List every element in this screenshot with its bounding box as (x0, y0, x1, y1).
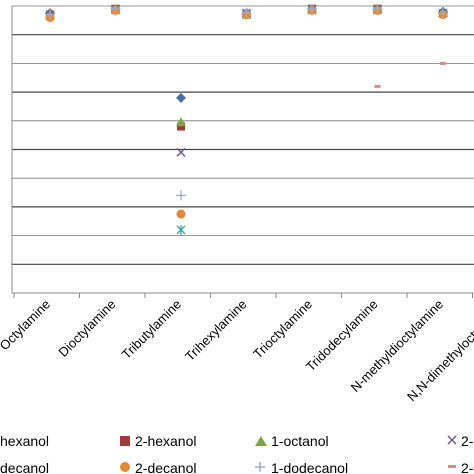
x-tick-label: Dioctylamine (55, 297, 118, 360)
data-point-dash (440, 61, 446, 65)
legend-label: 2-decanol (135, 460, 197, 474)
data-point-plus (241, 8, 252, 19)
data-point-triangle (176, 117, 186, 127)
x-tick-label: Trioctylamine (250, 297, 315, 362)
axes (11, 6, 474, 294)
data-point-plus (307, 3, 317, 14)
legend-entry: 1-dodecanol (255, 460, 348, 474)
legend-entry: 1-octanol (255, 433, 329, 449)
legend-label: 2- (461, 460, 474, 474)
data-points (45, 3, 448, 235)
data-point-plus (438, 8, 448, 19)
legend-marker-circle (120, 462, 130, 472)
legend-entry: 2-decanol (120, 460, 197, 474)
legend-label: 2- (461, 433, 474, 449)
legend-label: decanol (0, 460, 49, 474)
data-point-x (176, 147, 186, 157)
x-tick-labels: Octylamine Dioctylamine TributylamineTrihe… (0, 293, 474, 404)
legend-entry: 2- (447, 433, 474, 449)
data-point-diamond (176, 92, 186, 103)
data-point-plus (110, 3, 121, 14)
data-point-plus (45, 9, 55, 20)
data-point-plus (176, 190, 186, 201)
legend-marker-dash (448, 465, 456, 468)
legend-marker-square (120, 436, 130, 446)
legend-marker-triangle (255, 436, 267, 446)
legend-entry: hexanol (0, 433, 49, 449)
x-tick-label: Tributylamine (119, 297, 184, 362)
legend-marker-x (447, 435, 457, 445)
data-point-star (176, 224, 186, 235)
legend: hexanol 2-hexanol 1-octanol 2- decanol 2… (0, 433, 474, 474)
legend-label: 1-dodecanol (271, 460, 348, 474)
legend-entry: 2-hexanol (120, 433, 197, 449)
x-tick-label: Trihexylamine (182, 297, 249, 364)
data-point-plus (372, 3, 383, 14)
data-point-circle (176, 209, 186, 219)
legend-entry: decanol (0, 460, 49, 474)
legend-label: 1-octanol (271, 433, 329, 449)
legend-label: 2-hexanol (135, 433, 197, 449)
data-point-square (177, 122, 185, 131)
x-tick-label: Octylamine (0, 297, 53, 354)
gridlines (12, 5, 474, 265)
legend-label: hexanol (0, 433, 49, 449)
legend-entry: 2- (448, 460, 474, 474)
legend-marker-plus (255, 462, 265, 472)
data-point-dash (374, 84, 381, 88)
